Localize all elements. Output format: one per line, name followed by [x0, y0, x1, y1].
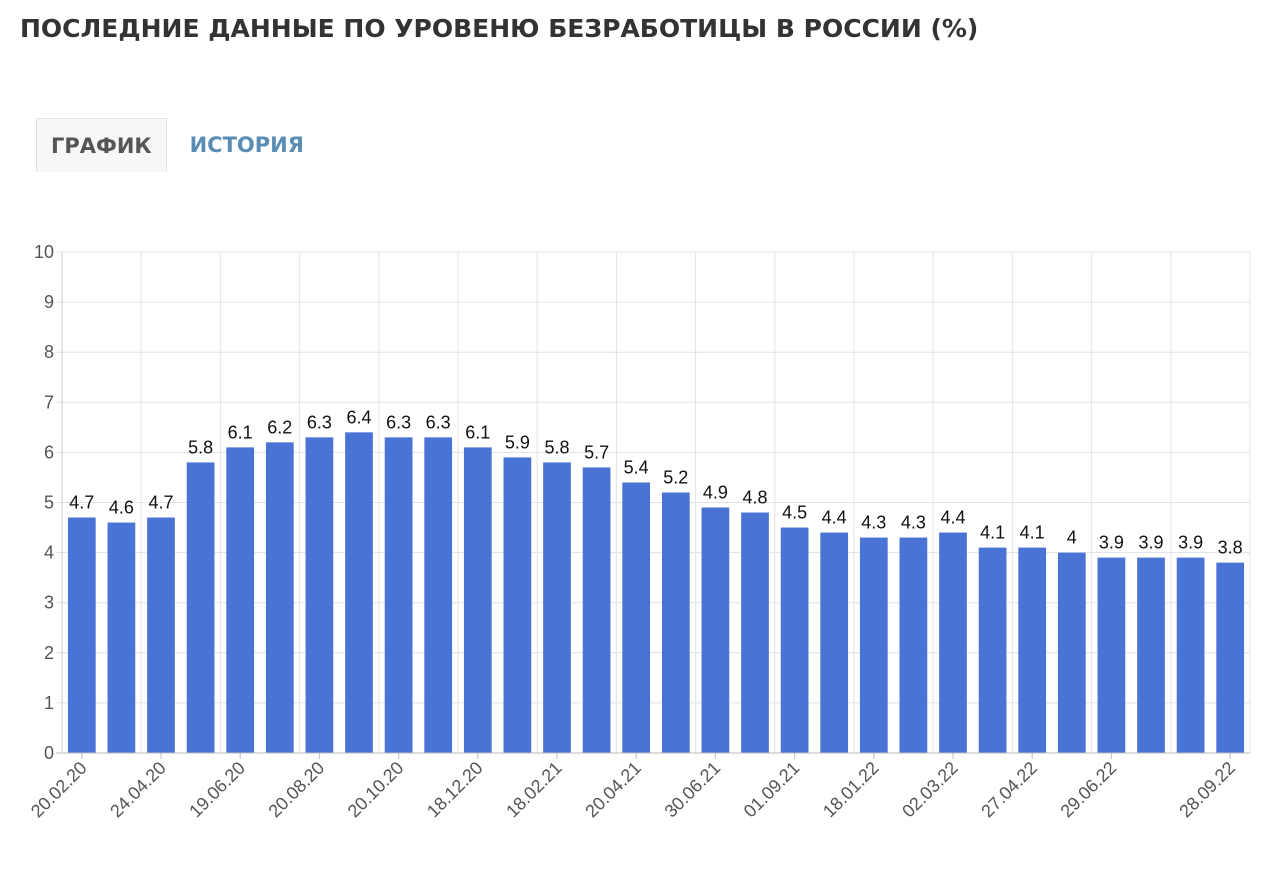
chart-tabs: ГРАФИК ИСТОРИЯ	[36, 118, 316, 172]
bar-value-label: 4.6	[109, 498, 134, 518]
bar-value-label: 6.2	[267, 417, 292, 437]
bar	[661, 492, 690, 753]
bar	[780, 527, 809, 753]
y-tick-label: 4	[44, 543, 54, 563]
x-tick-label: 20.08.20	[265, 758, 329, 822]
bar-value-label: 4.9	[703, 483, 728, 503]
bar-value-label: 5.4	[624, 457, 649, 477]
bar	[859, 537, 888, 753]
bar-value-label: 4.1	[980, 523, 1005, 543]
bar	[67, 517, 96, 753]
bar-series	[67, 432, 1245, 753]
bar-value-label: 6.3	[426, 412, 451, 432]
bar-value-label: 6.1	[465, 422, 490, 442]
bar	[503, 457, 532, 753]
y-tick-label: 6	[44, 442, 54, 462]
y-tick-label: 10	[34, 242, 54, 262]
x-tick-label: 18.01.22	[819, 758, 883, 822]
bar	[424, 437, 453, 753]
x-tick-label: 30.06.21	[661, 758, 725, 822]
bar-value-label: 4.7	[69, 493, 94, 513]
bar	[543, 462, 571, 753]
x-tick-label: 20.02.20	[27, 758, 91, 822]
bar-value-label: 4	[1067, 528, 1077, 548]
bar	[1018, 547, 1047, 753]
bar-value-label: 4.1	[1020, 523, 1045, 543]
bar	[147, 517, 175, 753]
bar-value-label: 6.3	[307, 412, 332, 432]
bar-value-label: 5.7	[584, 442, 609, 462]
bar	[186, 462, 215, 753]
value-labels: 4.7 4.6 4.7 5.8 6.1 6.2 6.3 6.4 6.3 6.3 6.1 5.9 5.8 5…	[69, 407, 1242, 557]
bar-value-label: 4.4	[822, 508, 847, 528]
x-tick-label: 27.04.22	[977, 758, 1041, 822]
bar	[978, 547, 1007, 753]
y-tick-label: 5	[44, 493, 54, 513]
unemployment-bar-chart: 4.7 4.6 4.7 5.8 6.1 6.2 6.3 6.4 6.3 6.3 6.1 5.9 5.8 5…	[27, 242, 1251, 822]
tab-history[interactable]: ИСТОРИЯ	[189, 133, 304, 157]
bar-value-label: 3.9	[1138, 533, 1163, 553]
bar	[226, 447, 255, 753]
bar	[107, 522, 136, 753]
y-tick-label: 9	[44, 292, 54, 312]
bar	[899, 537, 928, 753]
bar	[265, 442, 294, 753]
bar	[345, 432, 373, 753]
bar	[305, 437, 334, 753]
bar	[463, 447, 492, 753]
bar	[820, 532, 849, 753]
bar	[622, 482, 651, 753]
y-tick-label: 0	[44, 743, 54, 763]
bar	[939, 532, 967, 753]
page-title: ПОСЛЕДНИЕ ДАННЫЕ ПО УРОВЕНЮ БЕЗРАБОТИЦЫ …	[20, 14, 979, 43]
bar	[1097, 557, 1126, 753]
bar-value-label: 4.3	[901, 513, 926, 533]
bar-value-label: 6.4	[346, 407, 371, 427]
bar-value-label: 4.8	[742, 488, 767, 508]
y-tick-label: 1	[44, 693, 54, 713]
bar-value-label: 5.8	[188, 437, 213, 457]
bar-value-label: 5.9	[505, 432, 530, 452]
bar	[701, 507, 730, 753]
bar-value-label: 3.9	[1178, 533, 1203, 553]
bar-value-label: 4.4	[940, 508, 965, 528]
y-tick-label: 8	[44, 342, 54, 362]
bar-value-label: 5.2	[663, 467, 688, 487]
bar-value-label: 4.5	[782, 503, 807, 523]
bar	[582, 467, 611, 753]
bar	[1137, 557, 1165, 753]
bar	[741, 512, 769, 753]
bar	[1176, 557, 1205, 753]
y-tick-label: 7	[44, 392, 54, 412]
bar-value-label: 6.3	[386, 412, 411, 432]
bar-value-label: 4.3	[861, 513, 886, 533]
bar-value-label: 3.8	[1218, 538, 1243, 558]
bar-value-label: 4.7	[148, 493, 173, 513]
x-tick-label: 28.09.22	[1175, 758, 1239, 822]
y-tick-label: 2	[44, 643, 54, 663]
x-tick-label: 20.10.20	[344, 758, 408, 822]
x-tick-label: 18.12.20	[423, 758, 487, 822]
x-tick-label: 24.04.20	[106, 758, 170, 822]
bar-value-label: 6.1	[228, 422, 253, 442]
x-tick-label: 29.06.22	[1057, 758, 1121, 822]
bar	[384, 437, 413, 753]
x-tick-label: 18.02.21	[502, 758, 566, 822]
x-tick-label: 01.09.21	[740, 758, 804, 822]
x-axis: 20.02.20 24.04.20 19.06.20 20.08.20 20.10.20…	[27, 752, 1250, 822]
y-tick-label: 3	[44, 593, 54, 613]
bar-value-label: 5.8	[544, 437, 569, 457]
x-tick-label: 02.03.22	[898, 758, 962, 822]
x-tick-label: 20.04.21	[581, 758, 645, 822]
bar	[1216, 562, 1245, 753]
y-axis: 0 1 2 3 4 5 6 7 8 9 10	[34, 242, 63, 763]
x-tick-label: 19.06.20	[185, 758, 249, 822]
bar	[1057, 552, 1086, 753]
bar-value-label: 3.9	[1099, 533, 1124, 553]
tab-chart[interactable]: ГРАФИК	[36, 118, 167, 172]
